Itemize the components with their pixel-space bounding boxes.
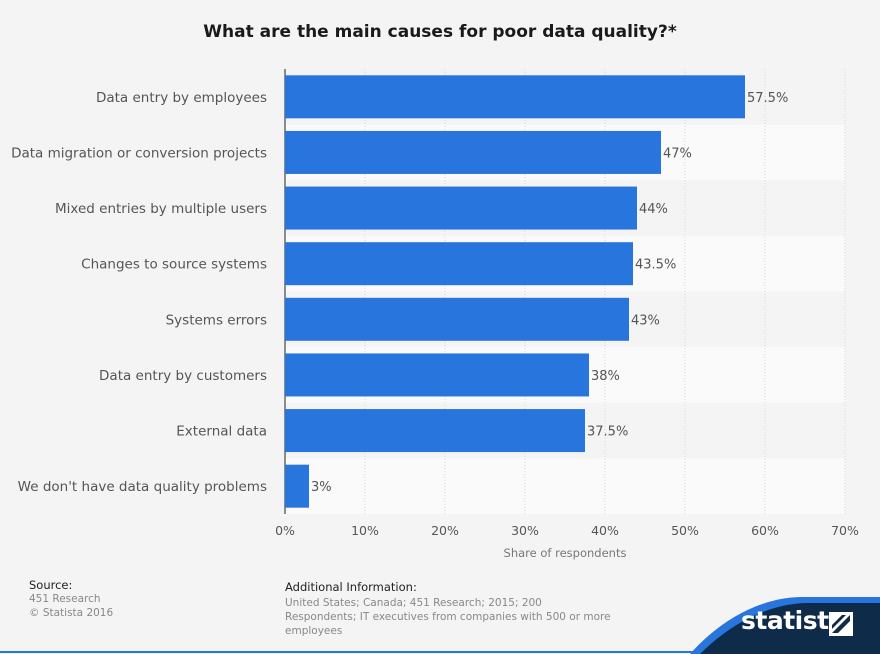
bar [285, 242, 633, 286]
data-label: 44% [639, 202, 668, 217]
category-label: External data [176, 424, 267, 440]
bar [285, 409, 585, 453]
category-label: Mixed entries by multiple users [55, 201, 267, 217]
x-tick-label: 70% [831, 523, 859, 538]
x-tick-label: 0% [275, 523, 295, 538]
chart-title: What are the main causes for poor data q… [203, 22, 677, 42]
category-label: Data entry by customers [99, 368, 267, 384]
data-label: 3% [311, 480, 332, 495]
data-label: 37.5% [587, 425, 628, 440]
category-label: Data migration or conversion projects [11, 145, 267, 161]
category-label: Data entry by employees [96, 90, 267, 106]
x-tick-label: 10% [351, 523, 379, 538]
bar [285, 297, 629, 341]
source-publisher: 451 Research [29, 593, 101, 605]
category-label: We don't have data quality problems [18, 479, 267, 495]
bar [285, 464, 309, 508]
data-label: 43% [631, 313, 660, 328]
category-label: Systems errors [166, 312, 267, 328]
data-label: 47% [663, 146, 692, 161]
bar [285, 353, 589, 397]
x-tick-label: 40% [591, 523, 619, 538]
x-tick-label: 60% [751, 523, 779, 538]
bar [285, 130, 661, 174]
bar [285, 186, 637, 230]
source-copyright: © Statista 2016 [29, 607, 114, 619]
category-label: Changes to source systems [81, 257, 267, 273]
data-label: 43.5% [635, 258, 676, 273]
x-tick-label: 50% [671, 523, 699, 538]
source-heading: Source: [29, 578, 73, 592]
additional-info-heading: Additional Information: [285, 580, 417, 594]
statista-logo-text[interactable]: statista [741, 606, 845, 635]
data-label: 38% [591, 369, 620, 384]
data-label: 57.5% [747, 91, 788, 106]
x-tick-label: 30% [511, 523, 539, 538]
additional-info-text: United States; Canada; 451 Research; 201… [285, 597, 611, 637]
x-tick-label: 20% [431, 523, 459, 538]
x-axis-title: Share of respondents [504, 546, 627, 560]
bar [285, 75, 745, 119]
statista-logo-icon [829, 612, 853, 636]
row-band [285, 458, 845, 514]
